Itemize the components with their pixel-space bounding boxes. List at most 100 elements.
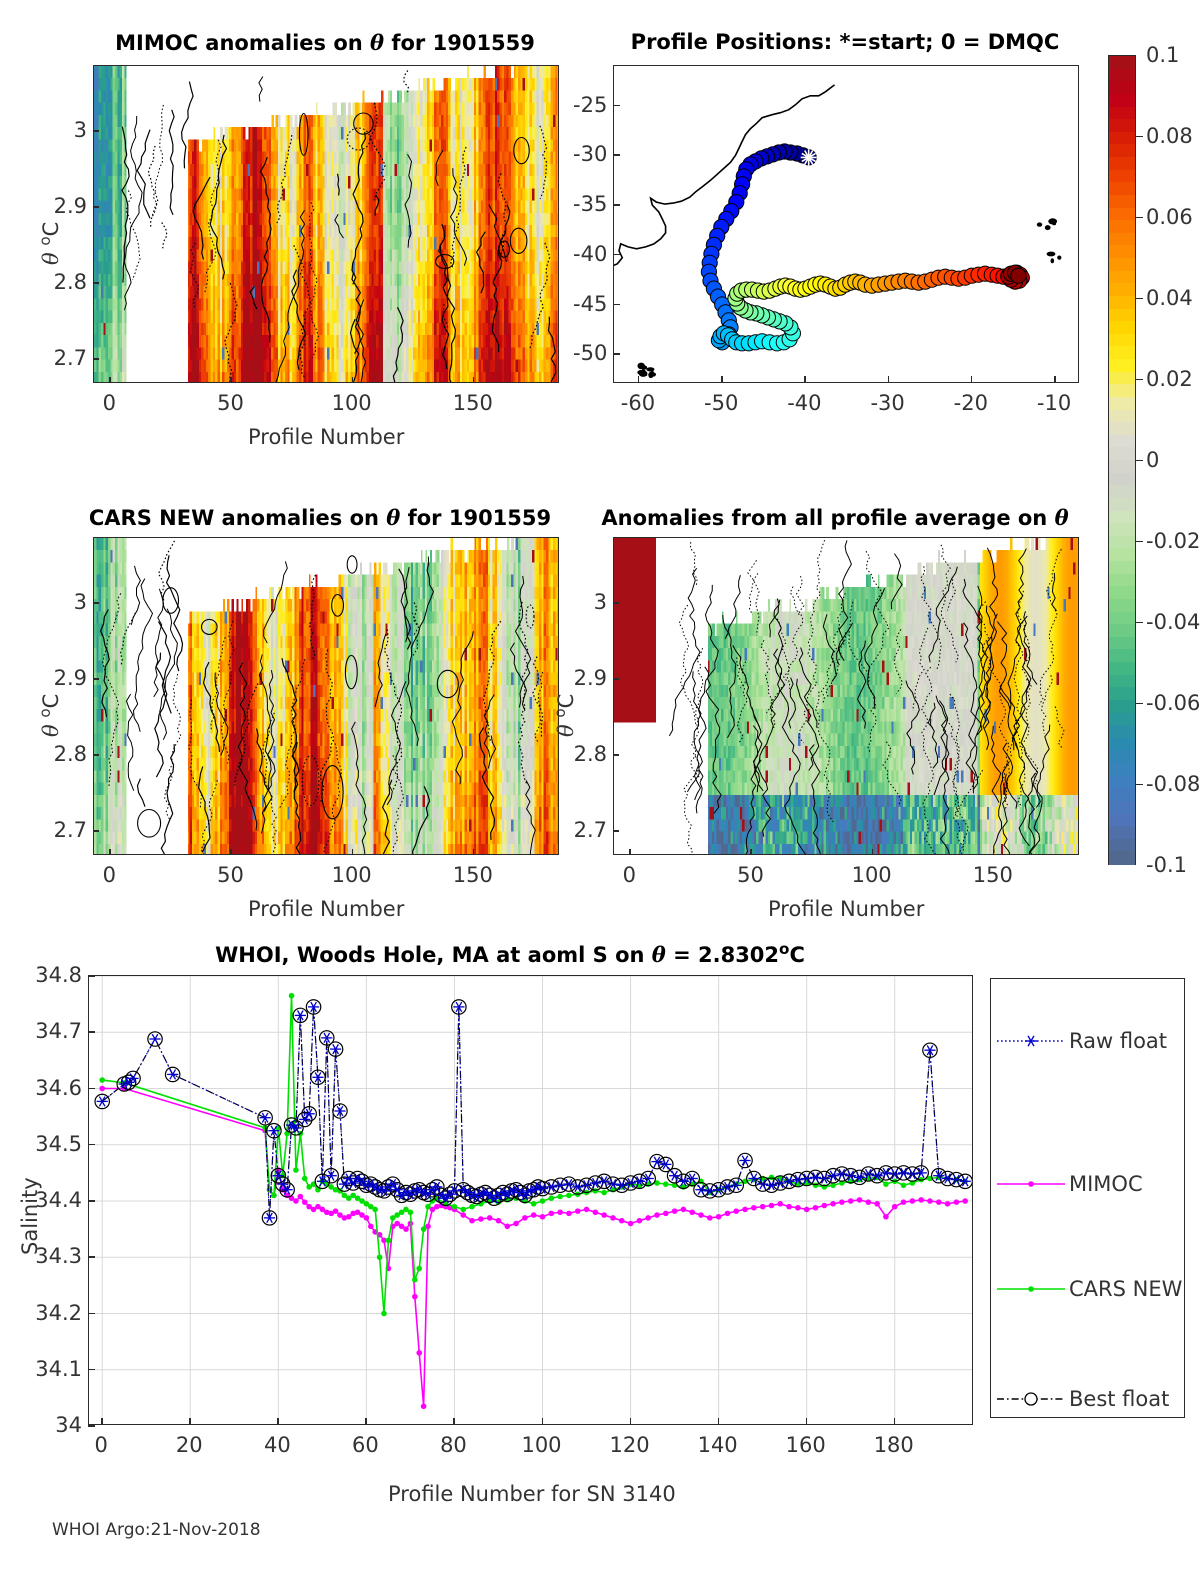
colorbar-swatch	[1109, 788, 1135, 802]
salinity-xtick-label: 20	[175, 1433, 203, 1457]
colorbar-swatch	[1109, 68, 1135, 82]
cars-ylabel: θ oC	[36, 693, 63, 737]
colorbar-swatch	[1109, 624, 1135, 638]
pcolor-ytick-label: 2.9	[573, 666, 607, 690]
colorbar-swatch	[1109, 321, 1135, 335]
colorbar-swatch	[1109, 649, 1135, 663]
mimoc-xlabel: Profile Number	[248, 425, 405, 449]
colorbar-tick-label: 0.06	[1146, 205, 1193, 229]
salinity-axes	[88, 975, 973, 1425]
salinity-ytick-mark	[88, 1256, 95, 1258]
colorbar-swatch	[1109, 662, 1135, 676]
colorbar-tick-mark	[1136, 459, 1143, 461]
colorbar-tick-label: -0.1	[1146, 853, 1187, 877]
colorbar-swatch	[1109, 384, 1135, 398]
figure-footer: WHOI Argo:21-Nov-2018	[52, 1520, 261, 1540]
pcolor-ytick-mark	[93, 602, 99, 604]
salinity-xtick-mark	[277, 1418, 279, 1425]
colorbar-tick-mark	[1136, 621, 1143, 623]
colorbar-swatch	[1109, 826, 1135, 840]
colorbar-swatch	[1109, 598, 1135, 613]
allprof-pcolor-axes	[613, 537, 1079, 855]
colorbar-swatch	[1109, 674, 1135, 688]
colorbar-swatch	[1109, 535, 1135, 550]
pcolor-ytick-mark	[613, 754, 619, 756]
positions-title: Profile Positions: *=start; 0 = DMQC	[630, 30, 1060, 54]
pcolor-xtick-label: 50	[217, 863, 244, 887]
salinity-ytick-label: 34.7	[35, 1019, 82, 1044]
map-xtick-mark	[970, 376, 973, 383]
positions-map-axes	[613, 65, 1079, 383]
map-ytick-label: -25	[573, 92, 608, 117]
salinity-xtick-label: 120	[609, 1433, 650, 1457]
colorbar-swatch	[1109, 295, 1135, 310]
pcolor-ytick-mark	[93, 282, 99, 284]
colorbar-swatch	[1109, 750, 1135, 764]
colorbar-tick-label: 0.04	[1146, 286, 1193, 310]
pcolor-xtick-mark	[750, 849, 752, 855]
map-xtick-label: -60	[620, 391, 656, 415]
pcolor-xtick-label: 0	[102, 863, 116, 887]
map-ytick-label: -30	[573, 142, 608, 167]
salinity-ytick-label: 34.3	[35, 1244, 82, 1269]
map-xtick-label: -20	[953, 391, 988, 415]
colorbar-swatch	[1109, 712, 1135, 726]
pcolor-xtick-label: 150	[452, 391, 493, 415]
salinity-xtick-label: 100	[521, 1433, 562, 1457]
salinity-ytick-label: 34.2	[35, 1300, 82, 1325]
colorbar-swatch	[1109, 460, 1135, 474]
colorbar-swatch	[1109, 93, 1135, 108]
mimoc-title: MIMOC anomalies on θ for 1901559	[115, 30, 535, 55]
salinity-ytick-mark	[88, 1425, 95, 1427]
legend-item-best-float: Best float	[991, 1384, 1186, 1414]
map-xtick-mark	[721, 376, 723, 383]
pcolor-ytick-mark	[613, 678, 619, 680]
salinity-xtick-mark	[453, 1418, 455, 1425]
salinity-xtick-label: 140	[697, 1433, 738, 1457]
salinity-xtick-label: 40	[263, 1433, 291, 1457]
colorbar-tick-mark	[1136, 216, 1143, 218]
pcolor-xtick-label: 50	[217, 391, 244, 415]
salinity-xtick-mark	[629, 1418, 632, 1425]
colorbar-tick-label: -0.08	[1146, 772, 1200, 796]
salinity-ytick-mark	[88, 1031, 95, 1033]
map-ytick-label: -40	[573, 241, 608, 266]
salinity-ytick-mark	[88, 1143, 95, 1146]
salinity-xtick-label: 80	[440, 1433, 467, 1457]
colorbar-swatch	[1109, 131, 1135, 146]
colorbar-tick-mark	[1136, 540, 1143, 542]
colorbar-swatch	[1109, 523, 1135, 537]
colorbar-swatch	[1109, 838, 1135, 853]
legend-label: Raw float	[1069, 1029, 1168, 1053]
colorbar-swatch	[1109, 346, 1135, 360]
pcolor-ytick-mark	[93, 206, 99, 208]
map-xtick-label: -10	[1036, 391, 1072, 415]
pcolor-xtick-label: 150	[452, 863, 493, 887]
colorbar-tick-label: 0.1	[1146, 43, 1180, 67]
colorbar-swatch	[1109, 561, 1135, 575]
colorbar-swatch	[1109, 775, 1135, 789]
colorbar-swatch	[1109, 81, 1135, 95]
pcolor-ytick-label: 3	[73, 118, 87, 142]
pcolor-xtick-label: 100	[331, 863, 372, 887]
map-xtick-mark	[804, 376, 806, 383]
pcolor-xtick-mark	[629, 849, 631, 855]
pcolor-xtick-mark	[230, 849, 232, 855]
colorbar-swatch	[1109, 699, 1135, 714]
colorbar-swatch	[1109, 283, 1135, 297]
pcolor-xtick-label: 50	[737, 863, 764, 887]
pcolor-xtick-mark	[351, 849, 354, 855]
pcolor-xtick-mark	[351, 377, 354, 383]
mimoc-pcolor-axes	[93, 65, 559, 383]
pcolor-xtick-label: 100	[851, 863, 892, 887]
colorbar-swatch	[1109, 245, 1135, 259]
pcolor-ytick-label: 3	[593, 590, 607, 614]
pcolor-ytick-label: 2.8	[573, 742, 607, 766]
colorbar-swatch	[1109, 56, 1135, 70]
colorbar-swatch	[1109, 497, 1135, 512]
salinity-legend: Raw float MIMOC CARS NEW Best float	[990, 978, 1185, 1418]
pcolor-ytick-mark	[93, 678, 99, 680]
salinity-xtick-label: 180	[873, 1433, 914, 1457]
colorbar-tick-label: 0	[1146, 448, 1160, 472]
colorbar-tick-mark	[1136, 297, 1143, 299]
